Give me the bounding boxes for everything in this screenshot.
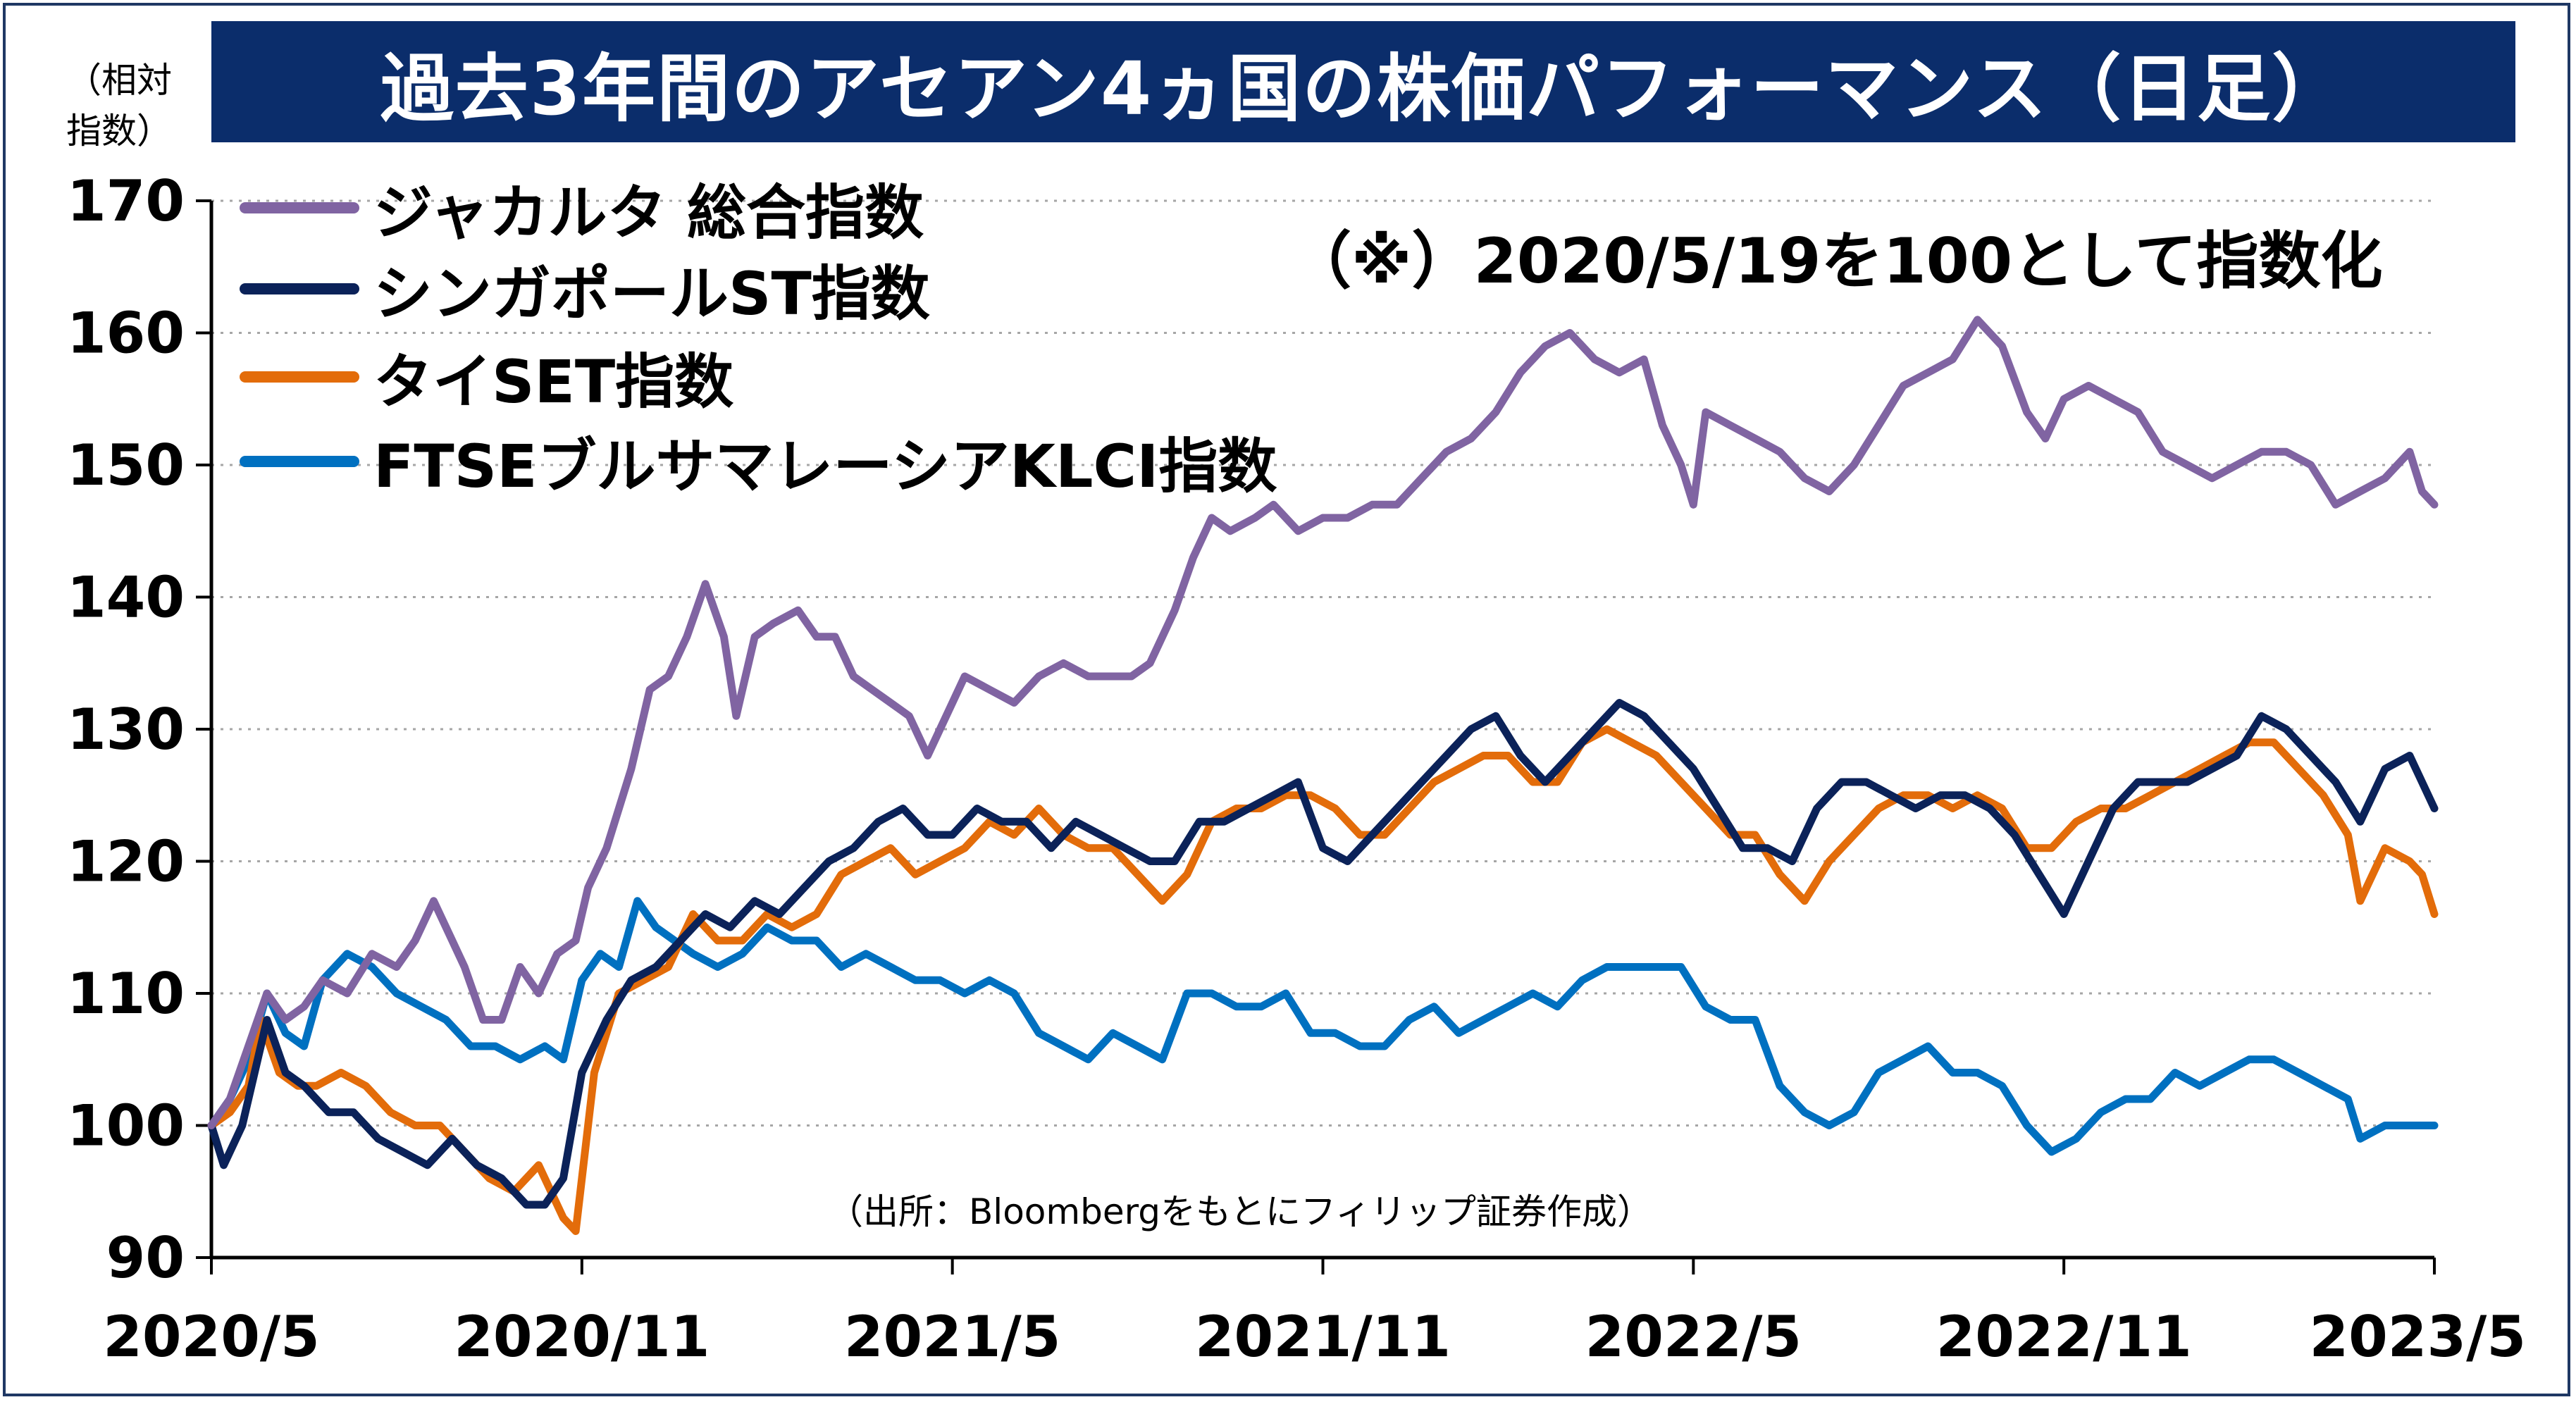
legend-item: タイSET指数 — [240, 338, 733, 416]
title-banner: 過去3年間のアセアン4ヵ国の株価パフォーマンス（日足） — [211, 21, 2515, 142]
y-tick-label: 160 — [67, 301, 185, 366]
axes — [196, 199, 2436, 1274]
series-line-0 — [207, 316, 2439, 1129]
x-tick-label: 2022/5 — [1585, 1304, 1802, 1370]
legend-label: ジャカルタ 総合指数 — [373, 178, 924, 247]
x-tick-label: 2020/5 — [103, 1304, 320, 1370]
legend-label: シンガポールST指数 — [373, 259, 930, 328]
legend-swatch — [240, 456, 359, 467]
index-note: （※）2020/5/19を100として指数化 — [1289, 225, 2383, 297]
tick-labels: 90 100 110 120 130 140 150 160 170 2020/5 2020/11 2… — [67, 168, 2526, 1370]
grid-lines — [211, 199, 2434, 1127]
legend-swatch — [240, 202, 359, 213]
x-tick-label: 2020/11 — [454, 1304, 710, 1370]
y-tick-label: 100 — [67, 1093, 185, 1159]
legend-swatch — [240, 283, 359, 294]
legend-item: FTSEブルサマレーシアKLCI指数 — [240, 423, 1277, 501]
legend-item: ジャカルタ 総合指数 — [240, 169, 924, 247]
x-tick-label: 2021/5 — [844, 1304, 1061, 1370]
y-tick-label: 170 — [67, 168, 185, 234]
y-tick-label: 120 — [67, 829, 185, 895]
y-axis-label: （相対指数） — [66, 60, 172, 151]
series-lines — [207, 316, 2439, 1235]
series-line-2 — [207, 725, 2439, 1235]
x-tick-label: 2022/11 — [1936, 1304, 2192, 1370]
y-tick-label: 110 — [67, 961, 185, 1026]
chart-frame — [3, 3, 2570, 1396]
y-tick-label: 130 — [67, 697, 185, 762]
y-tick-label: 140 — [67, 565, 185, 631]
x-tick-label: 2021/11 — [1195, 1304, 1451, 1370]
series-line-1 — [207, 699, 2439, 1209]
source-note: （出所：Bloombergをもとにフィリップ証券作成） — [828, 1191, 1652, 1232]
legend-item: シンガポールST指数 — [240, 250, 930, 328]
y-tick-label: 150 — [67, 433, 185, 498]
legend-label: タイSET指数 — [373, 347, 734, 416]
legend-swatch — [240, 371, 359, 383]
legend-label: FTSEブルサマレーシアKLCI指数 — [373, 431, 1277, 501]
y-tick-label: 90 — [106, 1225, 185, 1291]
series-line-3 — [207, 897, 2439, 1156]
chart-title: 過去3年間のアセアン4ヵ国の株価パフォーマンス（日足） — [380, 45, 2347, 132]
x-tick-label: 2023/5 — [2309, 1304, 2526, 1370]
